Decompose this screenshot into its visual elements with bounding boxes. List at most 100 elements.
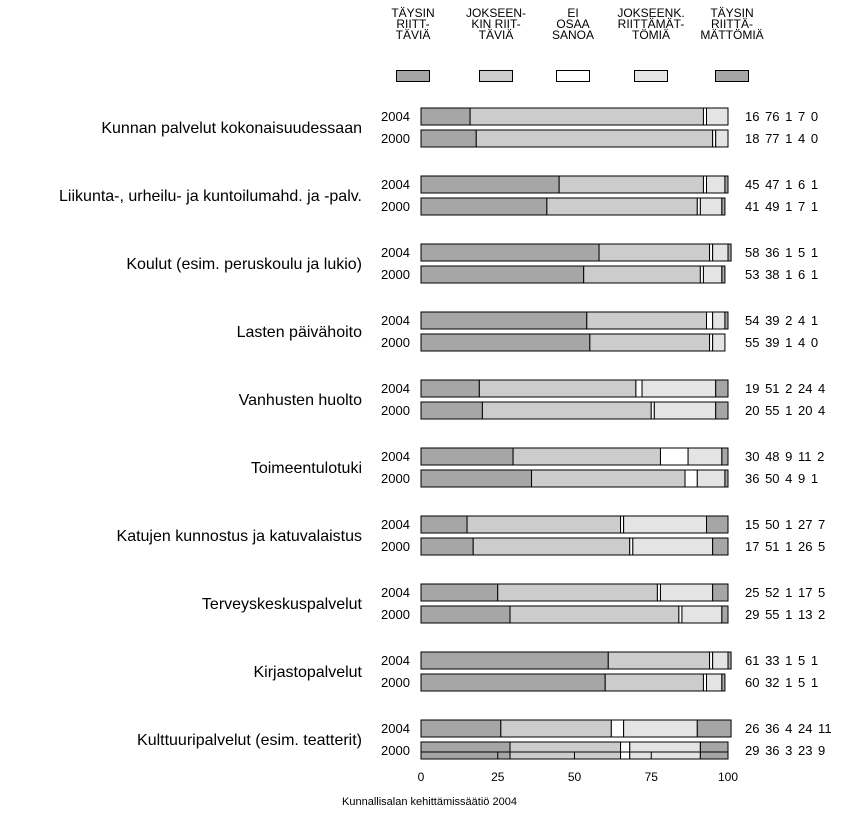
value-labels: 26 36 4 24 11: [745, 721, 832, 736]
bar-segment: [497, 583, 658, 602]
year-label: 2004: [381, 109, 410, 124]
bar-segment: [598, 243, 711, 262]
bar-segment: [420, 175, 560, 194]
bar-segment: [420, 515, 468, 534]
bar-segment: [469, 107, 704, 126]
bar-segment: [420, 583, 499, 602]
bar-segment: [623, 719, 698, 738]
bar-segment: [586, 311, 708, 330]
category-label: Kunnan palvelut kokonaisuudessaan: [101, 120, 362, 137]
bar-segment: [706, 311, 714, 330]
legend-heading-line: KIN RIIT-: [471, 17, 521, 31]
year-label: 2000: [381, 675, 410, 690]
bar-segment: [712, 333, 726, 352]
value-labels: 15 50 1 27 7: [745, 517, 826, 532]
year-label: 2004: [381, 381, 410, 396]
category-label: Liikunta-, urheilu- ja kuntoilumahd. ja …: [59, 188, 362, 205]
bar-segment: [721, 197, 726, 216]
bar-segment: [706, 515, 729, 534]
legend-heading-line: RIITTÄMÄT-: [617, 17, 685, 31]
value-labels: 18 77 1 4 0: [745, 131, 819, 146]
legend-heading-5: TÄYSIN RIITTÄ- MÄTTÖMIÄ: [687, 6, 777, 42]
legend-heading-line: SANOA: [551, 28, 594, 42]
bar-segment: [420, 311, 588, 330]
legend-swatch-2: [479, 70, 513, 82]
value-labels: 36 50 4 9 1: [745, 471, 819, 486]
legend-heading-line: TÄYSIN: [710, 6, 754, 20]
bar-segment: [635, 379, 643, 398]
bar-segment: [420, 107, 471, 126]
legend-heading-line: TÖMIÄ: [632, 28, 670, 42]
bar-segment: [472, 537, 631, 556]
legend-swatch-5: [715, 70, 749, 82]
bar-segment: [721, 447, 729, 466]
bar-segment: [687, 447, 723, 466]
bar-segment: [715, 129, 729, 148]
year-label: 2000: [381, 199, 410, 214]
legend-heading-2: JOKSEEN- KIN RIIT- TÄVIÄ: [451, 6, 541, 42]
bar-segment: [420, 379, 480, 398]
year-label: 2004: [381, 653, 410, 668]
bar-segment: [620, 741, 631, 760]
value-labels: 55 39 1 4 0: [745, 335, 819, 350]
bar-segment: [420, 243, 600, 262]
bar-segment: [727, 651, 732, 670]
bar-segment: [509, 741, 622, 760]
legend-swatch-1: [396, 70, 430, 82]
bar-segment: [420, 447, 514, 466]
bar-segment: [610, 719, 625, 738]
bar-segment: [475, 129, 714, 148]
legend-heading-line: TÄVIÄ: [478, 28, 514, 42]
x-tick-label: 50: [567, 770, 582, 784]
legend-heading-line: JOKSEENK.: [617, 6, 685, 20]
legend-swatch-4: [634, 70, 668, 82]
year-label: 2000: [381, 539, 410, 554]
year-label: 2004: [381, 245, 410, 260]
legend-heading-1: TÄYSIN RIITT- TÄVIÄ: [368, 7, 458, 41]
legend-heading-line: JOKSEEN-: [465, 6, 526, 20]
bar-segment: [583, 265, 701, 284]
value-labels: 29 36 3 23 9: [745, 743, 826, 758]
year-label: 2004: [381, 585, 410, 600]
bar-segment: [546, 197, 698, 216]
bar-segment: [712, 651, 729, 670]
bar-segment: [696, 719, 732, 738]
bar-segment: [623, 515, 708, 534]
bar-segment: [706, 107, 729, 126]
bar-segment: [712, 311, 726, 330]
bar-segment: [712, 537, 729, 556]
bar-segment: [420, 265, 585, 284]
bar-segment: [531, 469, 686, 488]
x-tick-label: 100: [717, 770, 739, 784]
bar-segment: [712, 583, 729, 602]
legend-heading-line: OSAA: [556, 17, 590, 31]
value-labels: 19 51 2 24 4: [745, 381, 826, 396]
value-labels: 16 76 1 7 0: [745, 109, 819, 124]
bar-segment: [607, 651, 711, 670]
bar-segment: [420, 197, 548, 216]
value-labels: 20 55 1 20 4: [745, 403, 826, 418]
legend-heading-line: RIITTÄ-: [711, 17, 753, 31]
bar-segment: [420, 605, 511, 624]
bar-segment: [466, 515, 622, 534]
x-tick-label: 75: [644, 770, 658, 784]
bar-segment: [699, 741, 729, 760]
category-label: Kirjastopalvelut: [253, 664, 363, 681]
bar-segment: [727, 243, 732, 262]
bar-segment: [724, 469, 729, 488]
category-label: Toimeentulotuki: [250, 460, 362, 477]
bar-segment: [629, 741, 701, 760]
bar-segment: [420, 401, 483, 420]
legend-swatch-3: [556, 70, 590, 82]
year-label: 2000: [381, 471, 410, 486]
x-tick-label: 25: [491, 770, 505, 784]
legend-heading-line: MÄTTÖMIÄ: [700, 28, 764, 42]
bar-segment: [699, 197, 723, 216]
value-labels: 54 39 2 4 1: [745, 313, 819, 328]
x-tick-label: 0: [417, 770, 425, 784]
value-labels: 60 32 1 5 1: [745, 675, 819, 690]
value-labels: 53 38 1 6 1: [745, 267, 819, 282]
value-labels: 41 49 1 7 1: [745, 199, 819, 214]
bar-segment: [478, 379, 637, 398]
